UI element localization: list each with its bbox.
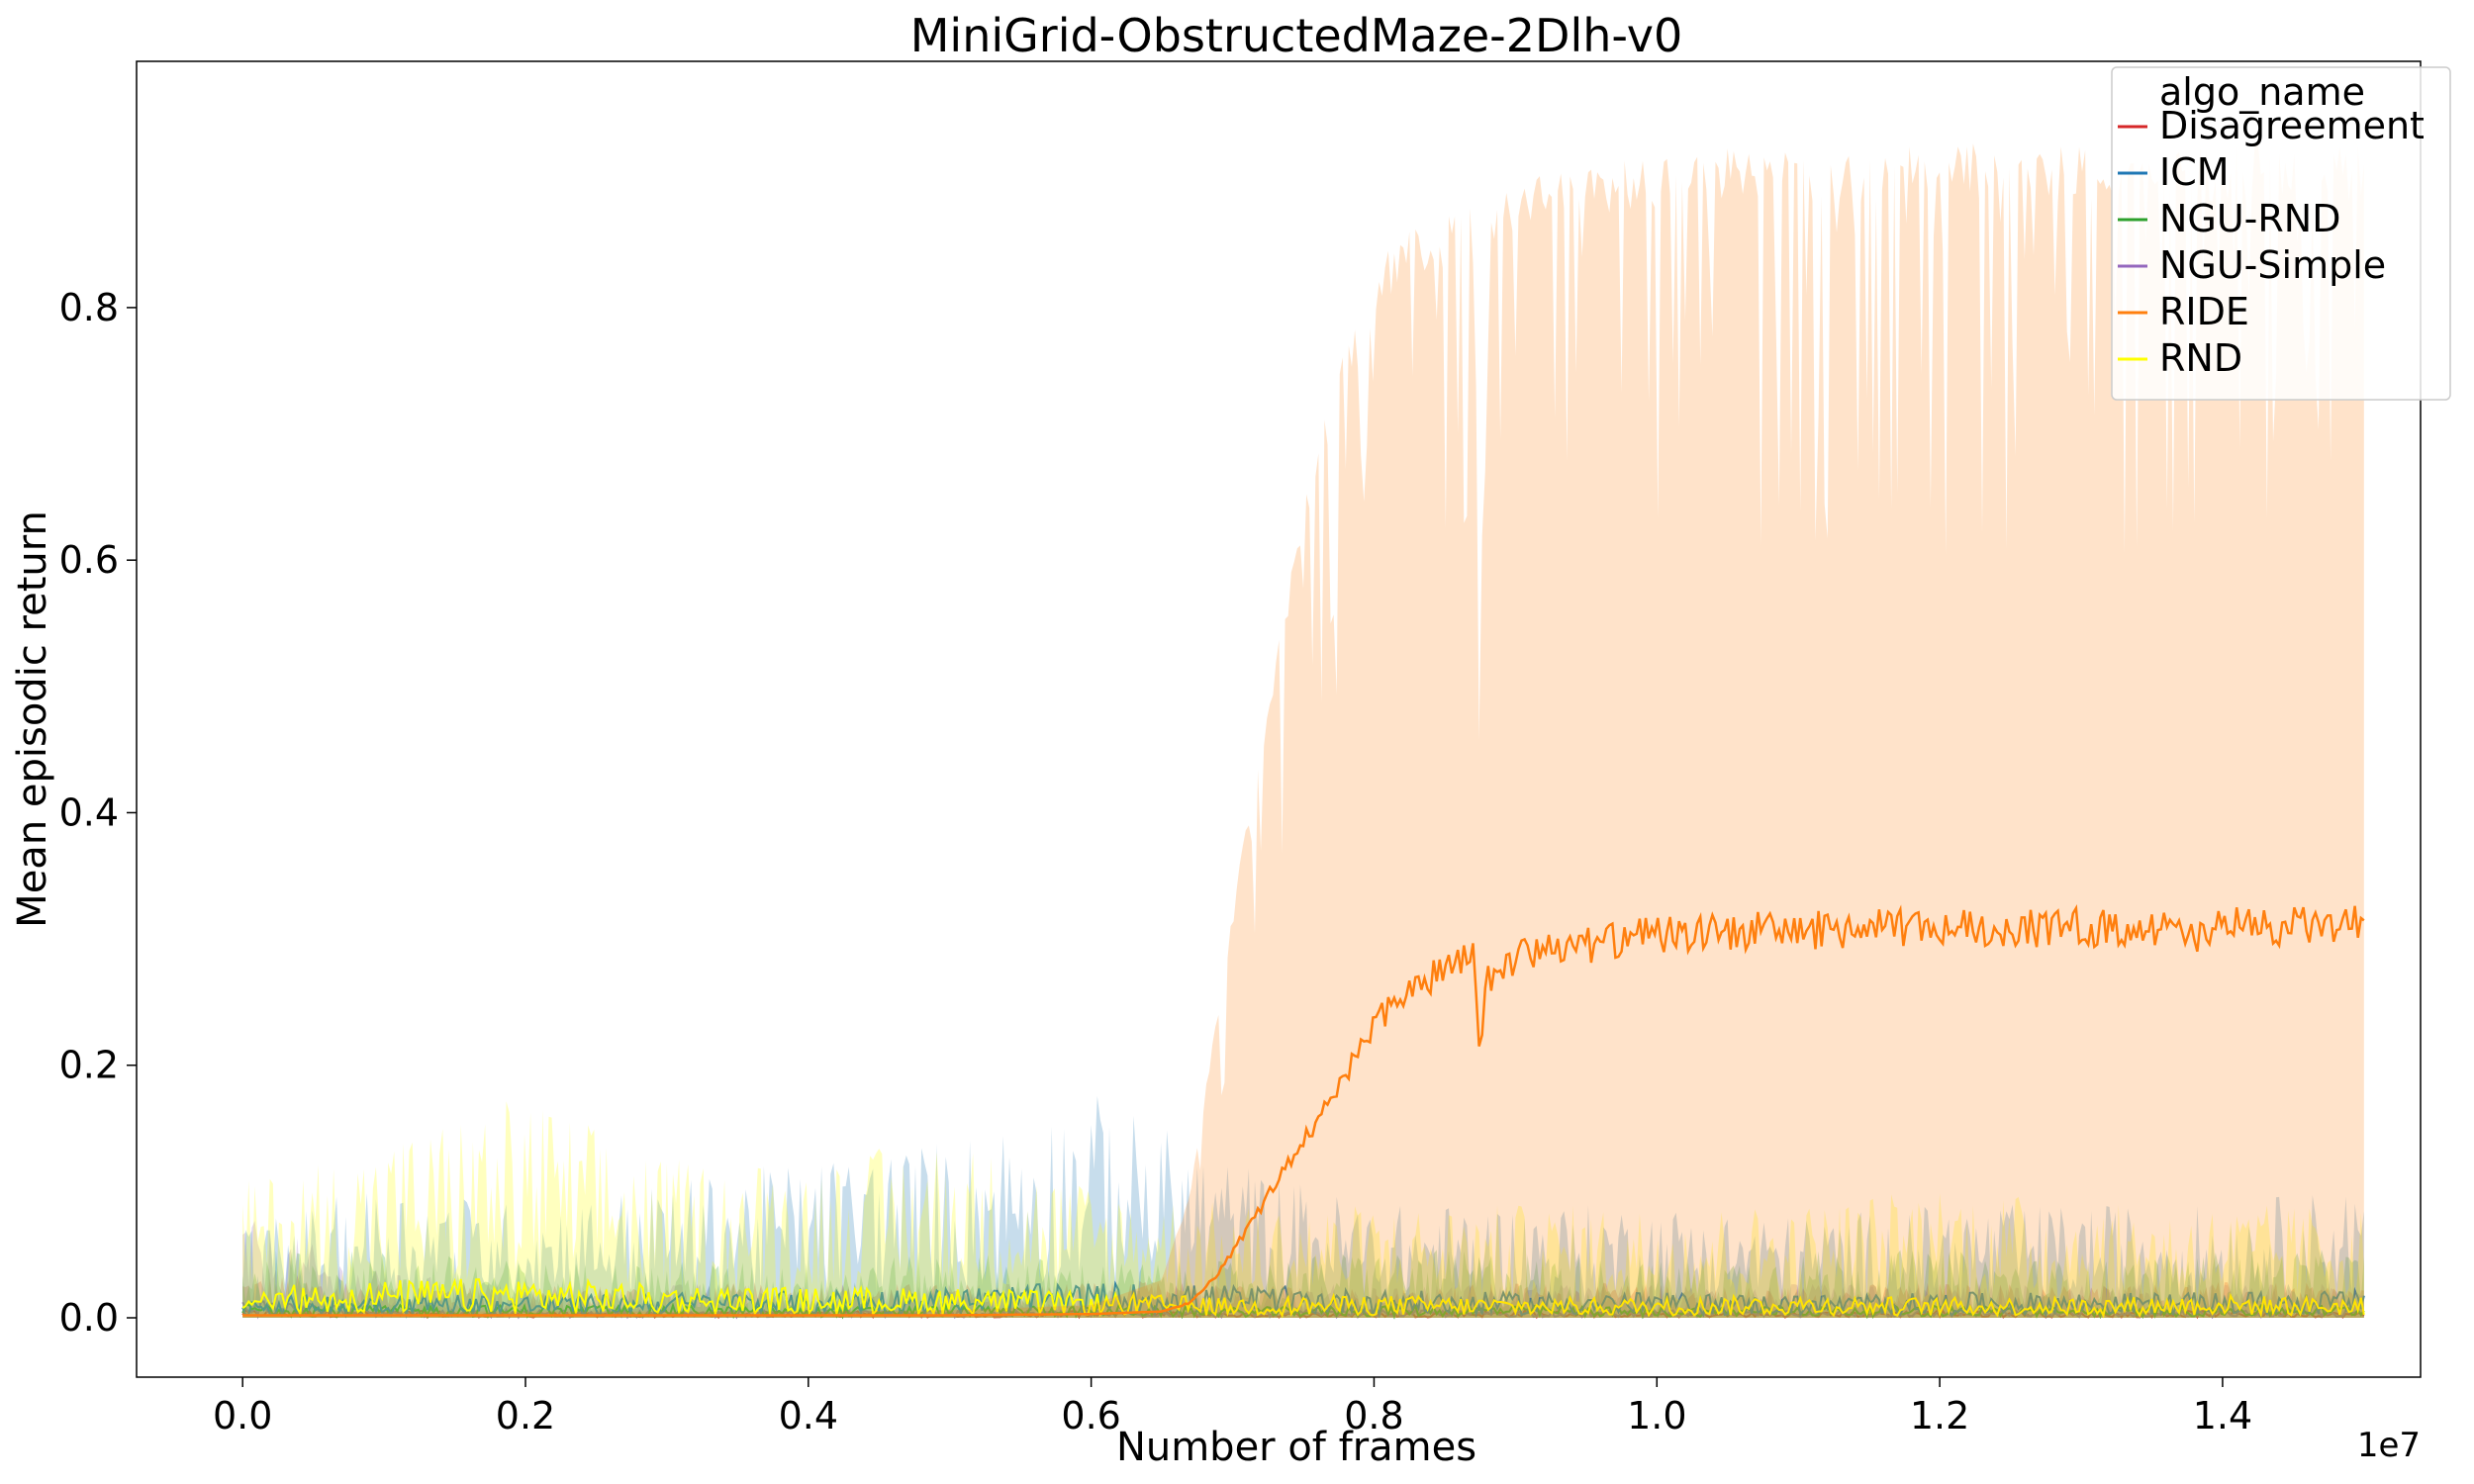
line-ride (242, 903, 2365, 1317)
legend-label-ngu-rnd: NGU-RND (2159, 197, 2341, 240)
legend-label-disagreement: Disagreement (2159, 104, 2425, 147)
y-tick-label: 0.0 (59, 1296, 119, 1340)
legend-box (2111, 66, 2451, 401)
legend-label-ngu-simple: NGU-Simple (2159, 243, 2386, 287)
band-icm (242, 1095, 2364, 1319)
y-axis: 0.0 0.2 0.4 0.6 0.8 (59, 286, 137, 1340)
band-ride (242, 143, 2364, 1319)
x-tick-label: 1.4 (2193, 1394, 2252, 1438)
series-icm (241, 1095, 2365, 1319)
legend-title: algo_name (2159, 70, 2365, 114)
x-tick-label: 0.8 (1344, 1394, 1403, 1438)
chart-title: MiniGrid-ObstructedMaze-2Dlh-v0 (910, 9, 1683, 62)
x-tick-label: 0.0 (213, 1394, 272, 1438)
legend-label-rnd: RND (2159, 336, 2242, 380)
legend: algo_name DisagreementICMNGU-RNDNGU-Simp… (2111, 66, 2451, 401)
x-axis-label: Number of frames (1116, 1425, 1476, 1470)
x-tick-label: 0.6 (1061, 1394, 1120, 1438)
legend-label-icm: ICM (2159, 150, 2230, 194)
y-tick-label: 0.8 (59, 286, 119, 329)
x-tick-label: 0.4 (779, 1394, 838, 1438)
y-tick-label: 0.2 (59, 1044, 119, 1087)
x-axis-offset-label: 1e7 (2357, 1426, 2421, 1465)
y-axis-label: Mean episodic return (10, 510, 55, 928)
line-icm (241, 1280, 2365, 1319)
y-tick-label: 0.6 (59, 538, 119, 582)
x-tick-label: 1.2 (1910, 1394, 1969, 1438)
legend-label-ride: RIDE (2159, 290, 2249, 333)
series-rnd (241, 1101, 2365, 1319)
series-ride (242, 143, 2365, 1319)
plot-area-frame (136, 60, 2422, 1378)
line-rnd (241, 1277, 2365, 1319)
band-ngu-simple (242, 1221, 2364, 1319)
x-tick-label: 0.2 (496, 1394, 555, 1438)
x-axis: 0.0 0.2 0.4 0.6 0.8 1.0 1.2 1.4 (213, 1377, 2252, 1438)
x-tick-label: 1.0 (1627, 1394, 1686, 1438)
y-tick-label: 0.4 (59, 790, 119, 834)
plot-area-background (137, 61, 2421, 1377)
band-ngu-rnd (242, 1250, 2364, 1319)
series-layer (241, 143, 2365, 1320)
band-rnd (242, 1101, 2364, 1319)
